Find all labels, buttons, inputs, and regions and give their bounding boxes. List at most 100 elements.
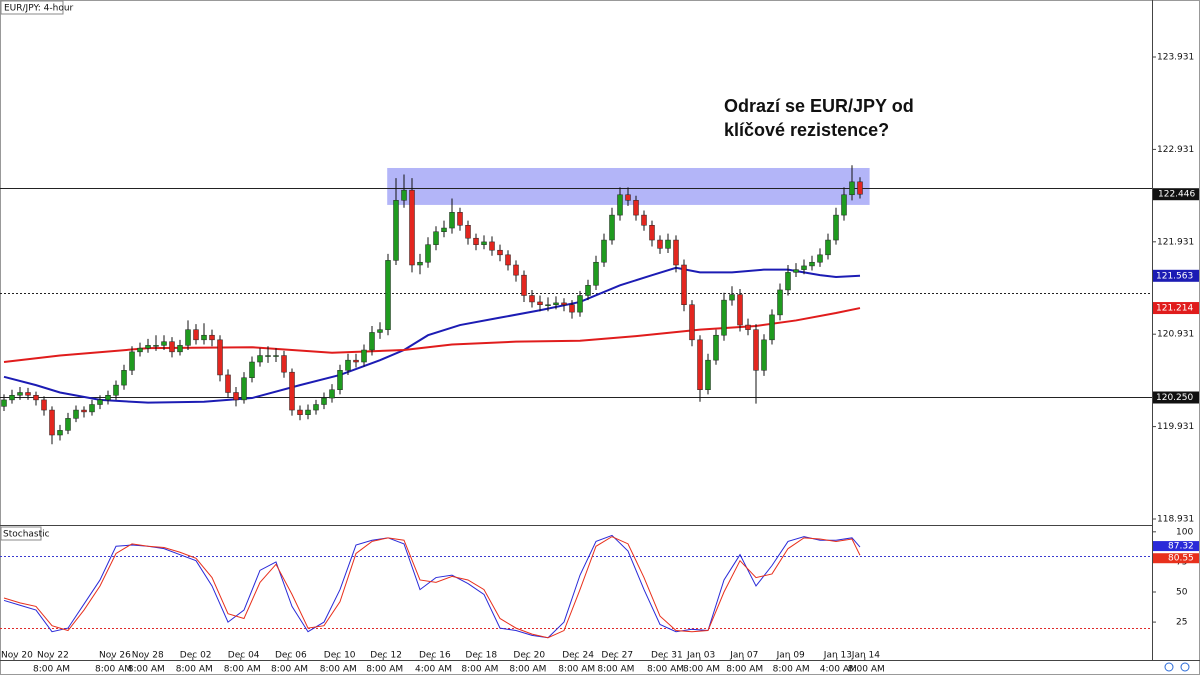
candle-body [289, 371, 295, 411]
candle-body [521, 274, 527, 296]
candle-body [417, 261, 423, 266]
candle-body [593, 261, 599, 286]
x-tick-time: 8:00 AM [773, 665, 810, 675]
price-tag [1153, 188, 1199, 201]
x-tick-time: 8:00 AM [726, 665, 763, 675]
candle-body [249, 361, 255, 378]
candle-body [625, 194, 631, 201]
y-tick-label: 123.931 [1157, 53, 1194, 63]
level-tag [1153, 391, 1199, 404]
stochastic-title-box [0, 526, 42, 541]
candle-body [353, 359, 359, 363]
candle-body [241, 377, 247, 401]
candle-body [649, 225, 655, 241]
stoch-tick-label: 50 [1176, 588, 1188, 598]
candle-body [57, 430, 63, 436]
candle-body [809, 261, 815, 267]
candle-body [529, 295, 535, 303]
stoch-tag [1153, 541, 1199, 552]
candle-body [585, 285, 591, 296]
x-tick-label: Dec 02 [180, 651, 212, 661]
candle-body [313, 404, 319, 411]
stoch-line [3, 536, 861, 639]
candle-body [537, 301, 543, 305]
annotation: klíčové rezistence? [724, 120, 889, 140]
candle-body [425, 244, 431, 263]
candle-body [49, 409, 55, 436]
x-tick-time: 8:00 AM [461, 665, 498, 675]
x-tick-label: Nov 26 [99, 651, 131, 661]
candle-body [825, 239, 831, 256]
overlay-tag-label: 121.563 [1156, 271, 1193, 281]
x-tick-time: 8:00 AM [224, 665, 261, 675]
x-tick-time: 8:00 AM [128, 665, 165, 675]
candle-body [25, 392, 31, 396]
candle-body [185, 329, 191, 346]
candle-body [545, 304, 551, 306]
x-tick-time: 8:00 AM [647, 665, 684, 675]
x-tick-time: 8:00 AM [33, 665, 70, 675]
icon[interactable] [1164, 662, 1174, 672]
candle-body [713, 334, 719, 361]
candle-body [121, 370, 127, 386]
candle-body [41, 399, 47, 411]
candle-body [33, 395, 39, 401]
x-tick-label: Dec 27 [601, 651, 633, 661]
x-tick-label: Dec 10 [324, 651, 356, 661]
candle-body [17, 392, 23, 396]
level-tag-label: 120.250 [1156, 393, 1193, 403]
x-tick-label: Jan 09 [776, 651, 805, 661]
overlay-tag-label: 121.214 [1156, 304, 1193, 314]
y-tick-label: 121.931 [1157, 237, 1194, 247]
candle-body [721, 299, 727, 336]
x-tick-time: 8:00 AM [366, 665, 403, 675]
x-tick-label: Nov 20 [1, 651, 33, 661]
toolbar-icons[interactable] [1164, 662, 1190, 672]
candle-body [257, 355, 263, 363]
candle-body [841, 194, 847, 216]
candle-body [673, 239, 679, 266]
x-tick-label: Dec 18 [465, 651, 497, 661]
candle-body [321, 397, 327, 405]
candle-body [617, 194, 623, 216]
x-tick-time: 8:00 AM [95, 665, 132, 675]
stoch-tick-label: 25 [1176, 618, 1187, 628]
x-tick-time: 8:00 AM [176, 665, 213, 675]
candle-body [129, 351, 135, 371]
candle-body [761, 339, 767, 371]
x-tick-label: Jan 14 [851, 651, 880, 661]
candle-body [345, 359, 351, 371]
candle-body [793, 269, 799, 273]
candle-body [169, 341, 175, 353]
candle-body [505, 254, 511, 266]
icon[interactable] [1180, 662, 1190, 672]
x-tick-time: 8:00 AM [320, 665, 357, 675]
candle-body [753, 329, 759, 371]
candle-body [265, 355, 271, 357]
candle-body [65, 418, 71, 431]
candle-body [569, 304, 575, 313]
candle-body [1, 399, 7, 407]
y-tick-label: 119.931 [1157, 422, 1194, 432]
candle-body [657, 239, 663, 249]
candle-body [73, 409, 79, 419]
candle-body [465, 225, 471, 239]
y-tick-label: 120.931 [1157, 330, 1194, 340]
x-tick-label: Dec 06 [275, 651, 307, 661]
candle-body [849, 181, 855, 196]
candle-body [153, 345, 159, 347]
candle-body [81, 409, 87, 413]
x-tick-time: 8:00 AM [271, 665, 308, 675]
candle-body [817, 254, 823, 263]
candle-body [337, 370, 343, 390]
candle-body [745, 324, 751, 330]
x-tick-label: Dec 20 [513, 651, 545, 661]
x-tick-label: Nov 28 [132, 651, 164, 661]
x-tick-label: Nov 22 [37, 651, 69, 661]
candle-body [449, 212, 455, 229]
x-tick-label: Dec 24 [562, 651, 594, 661]
x-tick-label: Dec 16 [419, 651, 451, 661]
stoch-tag-label: 87.32 [1168, 542, 1194, 552]
stoch-tick-label: 100 [1176, 527, 1193, 537]
